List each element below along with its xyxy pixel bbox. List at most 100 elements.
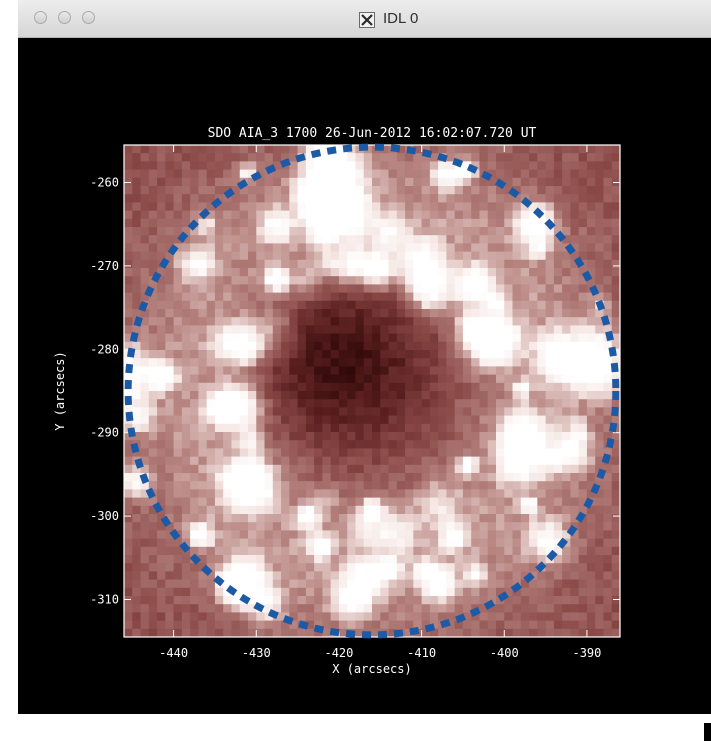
heatmap-cell	[248, 489, 257, 498]
heatmap-cell	[338, 350, 348, 359]
heatmap-cell	[372, 538, 381, 548]
heatmap-cell	[157, 530, 166, 539]
heatmap-cell	[355, 186, 365, 195]
heatmap-cell	[140, 571, 150, 580]
heatmap-cell	[140, 415, 150, 425]
heatmap-cell	[396, 194, 406, 203]
heatmap-cell	[314, 268, 323, 277]
heatmap-cell	[520, 489, 530, 498]
heatmap-cell	[314, 415, 323, 425]
heatmap-cell	[264, 407, 274, 416]
heatmap-cell	[214, 153, 224, 162]
heatmap-cell	[248, 464, 257, 474]
heatmap-cell	[148, 407, 158, 416]
heatmap-cell	[157, 604, 166, 613]
heatmap-cell	[363, 218, 373, 228]
heatmap-cell	[124, 473, 133, 482]
heatmap-cell	[297, 596, 307, 605]
heatmap-cell	[372, 473, 381, 482]
heatmap-cell	[413, 423, 422, 433]
heatmap-cell	[305, 235, 315, 244]
heatmap-cell	[289, 530, 298, 539]
heatmap-cell	[603, 300, 613, 310]
heatmap-cell	[297, 210, 307, 220]
heatmap-cell	[297, 292, 307, 302]
heatmap-cell	[496, 448, 505, 457]
heatmap-cell	[462, 325, 472, 334]
heatmap-cell	[165, 522, 174, 531]
heatmap-cell	[355, 415, 365, 425]
heatmap-cell	[272, 317, 282, 326]
y-axis-label: Y (arcsecs)	[53, 351, 67, 430]
heatmap-cell	[248, 194, 257, 203]
heatmap-cell	[198, 604, 208, 613]
heatmap-cell	[504, 489, 513, 498]
heatmap-cell	[173, 391, 183, 400]
heatmap-cell	[380, 292, 389, 302]
heatmap-cell	[595, 481, 604, 490]
window-resize-grip[interactable]	[704, 723, 711, 741]
heatmap-cell	[496, 210, 505, 220]
heatmap-cell	[157, 415, 166, 425]
heatmap-cell	[223, 284, 232, 293]
heatmap-cell	[570, 374, 580, 384]
heatmap-cell	[181, 596, 191, 605]
heatmap-cell	[231, 276, 241, 285]
heatmap-cell	[206, 169, 216, 179]
heatmap-cell	[363, 407, 373, 416]
heatmap-cell	[438, 350, 447, 359]
heatmap-cell	[206, 251, 216, 261]
heatmap-cell	[347, 276, 356, 285]
heatmap-cell	[479, 415, 489, 425]
heatmap-cell	[429, 596, 439, 605]
heatmap-cell	[537, 292, 546, 302]
heatmap-cell	[173, 563, 183, 572]
heatmap-cell	[611, 358, 621, 367]
heatmap-cell	[181, 514, 191, 523]
heatmap-cell	[537, 497, 546, 507]
heatmap-cell	[124, 292, 133, 302]
heatmap-cell	[479, 514, 489, 523]
heatmap-cell	[190, 620, 199, 630]
heatmap-cell	[198, 579, 208, 589]
heatmap-cell	[281, 227, 290, 236]
heatmap-cell	[603, 309, 613, 318]
heatmap-cell	[264, 194, 274, 203]
heatmap-cell	[140, 423, 150, 433]
heatmap-cell	[520, 235, 530, 244]
heatmap-cell	[586, 571, 596, 580]
close-button[interactable]	[34, 11, 47, 24]
heatmap-cell	[165, 374, 174, 384]
heatmap-cell	[454, 473, 464, 482]
heatmap-cell	[248, 596, 257, 605]
heatmap-cell	[487, 464, 497, 474]
heatmap-cell	[380, 161, 389, 170]
heatmap-cell	[124, 604, 133, 613]
heatmap-cell	[190, 563, 199, 572]
heatmap-cell	[231, 194, 241, 203]
heatmap-cell	[330, 415, 340, 425]
zoom-button[interactable]	[82, 11, 95, 24]
heatmap-cell	[248, 612, 257, 621]
heatmap-cell	[289, 481, 298, 490]
heatmap-cell	[462, 399, 472, 408]
heatmap-cell	[190, 153, 199, 162]
heatmap-cell	[132, 153, 141, 162]
heatmap-cell	[496, 555, 505, 564]
heatmap-cell	[198, 333, 208, 343]
heatmap-cell	[305, 391, 315, 400]
heatmap-cell	[190, 596, 199, 605]
heatmap-cell	[330, 300, 340, 310]
heatmap-cell	[322, 620, 332, 630]
heatmap-cell	[553, 284, 563, 293]
heatmap-cell	[504, 522, 513, 531]
minimize-button[interactable]	[58, 11, 71, 24]
heatmap-cell	[586, 530, 596, 539]
heatmap-cell	[380, 169, 389, 179]
heatmap-cell	[438, 407, 447, 416]
heatmap-cell	[462, 407, 472, 416]
heatmap-cell	[338, 579, 348, 589]
idl-graphics-window[interactable]: SDO AIA_3 1700 26-Jun-2012 16:02:07.720 …	[18, 38, 711, 714]
heatmap-cell	[214, 530, 224, 539]
heatmap-cell	[512, 481, 522, 490]
